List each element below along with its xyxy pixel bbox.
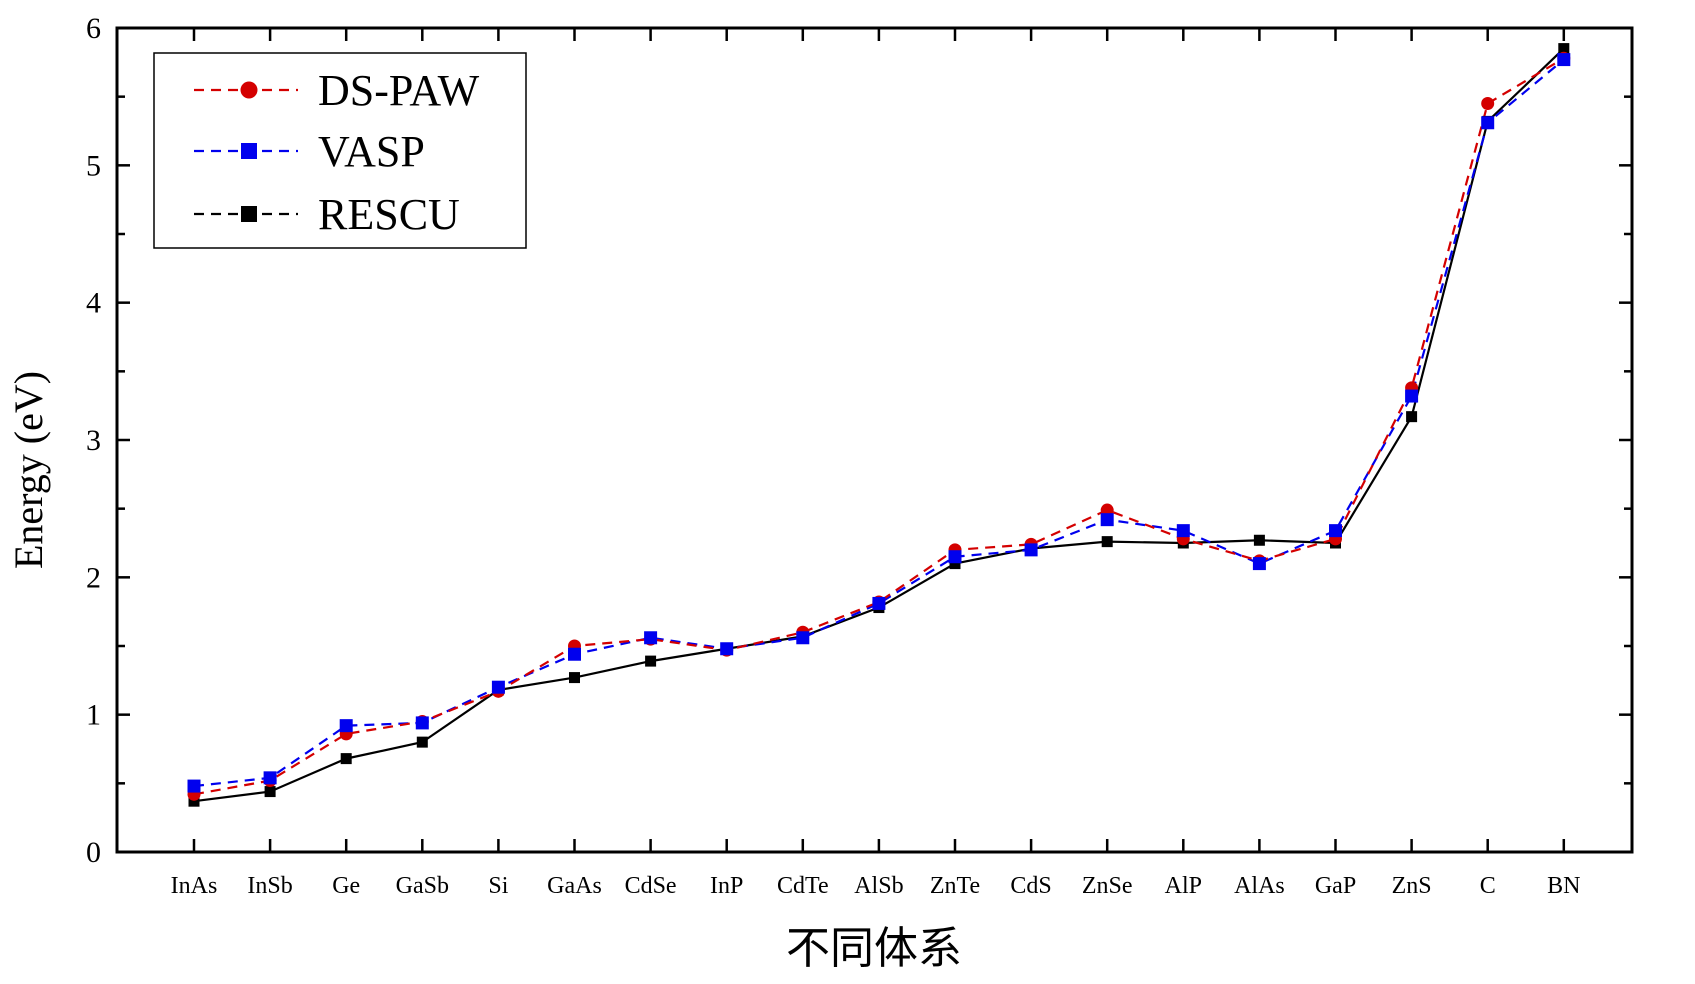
data-point xyxy=(568,647,581,661)
y-tick-label: 0 xyxy=(86,836,101,869)
x-tick-label: InSb xyxy=(247,873,292,899)
x-tick-label: AlSb xyxy=(854,873,903,899)
data-point xyxy=(720,642,734,656)
data-point xyxy=(1558,43,1570,55)
data-point xyxy=(263,771,277,785)
x-tick-label: AlP xyxy=(1165,873,1202,899)
legend-label: RESCU xyxy=(318,190,460,239)
y-tick-label: 2 xyxy=(86,561,101,594)
x-tick-label: GaAs xyxy=(547,873,602,899)
data-point xyxy=(1481,116,1495,130)
x-tick-label: AlAs xyxy=(1234,873,1285,899)
x-tick-label: GaP xyxy=(1315,873,1356,899)
x-tick-label: BN xyxy=(1547,873,1580,899)
data-point xyxy=(416,736,428,748)
x-tick-label: C xyxy=(1480,873,1496,899)
data-point xyxy=(339,719,353,733)
y-tick-label: 3 xyxy=(86,424,101,457)
legend-entry-vasp: VASP xyxy=(194,127,425,176)
data-point xyxy=(1557,53,1571,67)
axis-ticks xyxy=(117,26,1632,854)
series-markers-vasp xyxy=(187,53,1571,793)
data-point xyxy=(1101,536,1113,548)
y-tick-labels: 0 1 2 3 4 5 6 xyxy=(86,12,101,869)
data-point xyxy=(872,596,886,610)
x-tick-label: ZnSe xyxy=(1082,873,1133,899)
data-point xyxy=(340,753,352,765)
data-point xyxy=(948,550,962,564)
data-point xyxy=(796,631,810,645)
legend-entry-ds-paw: DS-PAW xyxy=(194,66,480,115)
x-tick-label: Si xyxy=(488,873,508,899)
x-tick-label: CdSe xyxy=(625,873,677,899)
y-tick-label: 5 xyxy=(86,149,101,182)
data-point xyxy=(644,631,658,645)
data-point xyxy=(187,779,201,793)
data-point xyxy=(1329,524,1342,538)
legend-marker xyxy=(241,143,257,159)
data-point xyxy=(1253,534,1265,546)
data-point xyxy=(1100,513,1114,527)
legend-label: DS-PAW xyxy=(318,66,480,115)
x-tick-label: CdTe xyxy=(777,873,829,899)
data-point xyxy=(1176,524,1190,538)
x-tick-labels: InAs InSb Ge GaSb Si GaAs CdSe InP CdTe AlSb ZnTe C… xyxy=(171,873,1581,899)
data-point xyxy=(1481,97,1495,111)
data-point xyxy=(1252,557,1266,571)
legend-label: VASP xyxy=(318,127,425,176)
x-tick-label: InP xyxy=(710,873,743,899)
data-point xyxy=(949,558,961,570)
data-point xyxy=(1405,389,1419,403)
x-tick-label: GaSb xyxy=(396,873,449,899)
y-tick-label: 6 xyxy=(86,12,101,45)
legend-marker xyxy=(241,206,257,222)
x-axis-label: 不同体系 xyxy=(786,923,962,974)
y-tick-label: 1 xyxy=(86,699,101,732)
data-point xyxy=(1024,543,1038,557)
y-axis-label: Energy (eV) xyxy=(6,371,51,569)
x-tick-label: ZnS xyxy=(1392,873,1432,899)
data-point xyxy=(645,655,657,667)
x-tick-label: InAs xyxy=(171,873,218,899)
legend-entry-rescu: RESCU xyxy=(194,190,460,239)
x-tick-label: ZnTe xyxy=(930,873,980,899)
y-tick-label: 4 xyxy=(86,287,101,320)
x-tick-label: CdS xyxy=(1010,873,1051,899)
x-tick-label: Ge xyxy=(332,873,360,899)
data-point xyxy=(188,795,200,807)
data-point xyxy=(264,786,276,798)
data-point xyxy=(415,716,429,730)
legend: DS-PAW VASP RESCU xyxy=(153,52,527,249)
data-point xyxy=(569,672,580,684)
data-point xyxy=(1406,411,1418,423)
series-layer xyxy=(187,43,1571,807)
legend-marker xyxy=(240,81,258,99)
data-point xyxy=(491,680,505,694)
